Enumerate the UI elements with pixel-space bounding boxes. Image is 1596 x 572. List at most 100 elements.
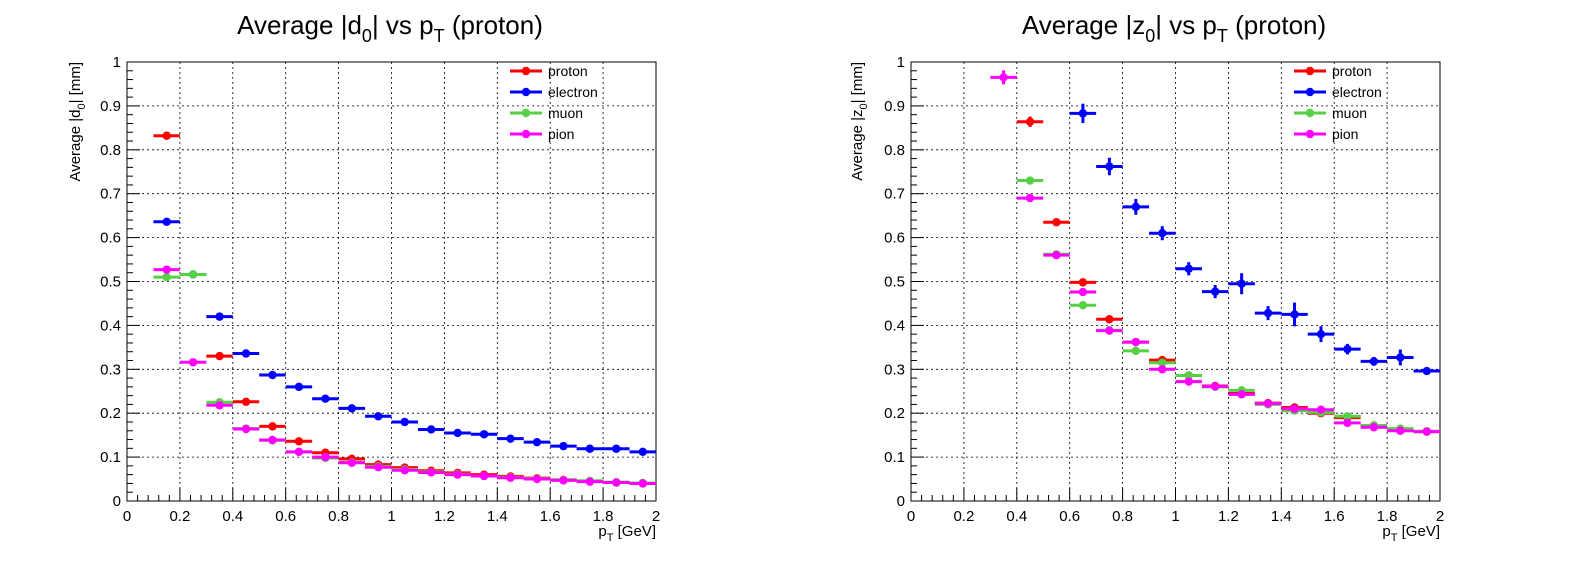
y-tick-label: 1: [897, 54, 905, 71]
x-tick-label: 1.4: [1271, 508, 1292, 525]
data-point: [638, 447, 647, 457]
x-tick-label: 1: [387, 508, 395, 525]
data-point: [1396, 426, 1405, 435]
x-tick-label: 1: [1171, 508, 1179, 525]
y-tick-label: 0.3: [884, 361, 905, 378]
data-point: [1052, 218, 1061, 227]
data-point: [1158, 365, 1167, 374]
data-point: [268, 435, 277, 445]
data-point: [1237, 279, 1246, 288]
legend-label-electron: electron: [1332, 84, 1382, 100]
x-tick-label: 0: [123, 508, 131, 525]
y-axis-label: Average |d0| [mm]: [67, 62, 88, 182]
data-point: [347, 404, 357, 413]
y-tick-label: 1: [113, 54, 121, 71]
y-tick-label: 0.5: [884, 274, 905, 291]
y-tick-label: 0.2: [100, 405, 121, 422]
data-point: [241, 397, 251, 406]
data-point: [1184, 377, 1193, 386]
plot-area: [910, 61, 1441, 502]
data-point: [1078, 301, 1088, 310]
legend-marker-pion: [521, 129, 531, 139]
legend-label-proton: proton: [1332, 63, 1372, 79]
data-point: [1025, 176, 1035, 185]
data-point: [215, 312, 224, 321]
data-point: [1343, 344, 1352, 354]
legend-marker-proton: [521, 66, 531, 76]
series-electron: [1069, 103, 1440, 376]
y-tick-label: 0.8: [884, 142, 905, 159]
x-tick-label: 0.4: [1006, 508, 1027, 525]
data-point: [453, 470, 462, 479]
data-point: [294, 447, 304, 457]
data-point: [506, 473, 515, 482]
series-pion: [990, 70, 1440, 436]
data-point: [1105, 326, 1114, 335]
data-point: [1343, 412, 1352, 421]
d0-chart-panel: Average |d0| vs pT (proton) Average |d0|…: [67, 10, 660, 544]
data-point: [1078, 278, 1088, 287]
data-point: [268, 370, 277, 380]
legend-marker-electron: [521, 87, 531, 97]
data-point: [241, 424, 251, 434]
x-tick-label: 1.6: [1324, 508, 1345, 525]
y-tick-label: 0.6: [100, 230, 121, 247]
data-point: [1078, 287, 1088, 297]
data-point: [188, 270, 198, 279]
y-tick-label: 0.8: [100, 142, 121, 159]
x-tick-label: 1.6: [540, 508, 561, 525]
x-tick-label: 1.4: [487, 508, 508, 525]
data-point: [1131, 337, 1141, 347]
legend-marker-pion: [1305, 129, 1315, 139]
x-tick-label: 0.8: [1112, 508, 1133, 525]
x-tick-label: 1.8: [1377, 508, 1398, 525]
data-point: [347, 458, 357, 468]
data-point: [585, 444, 595, 453]
data-point: [1184, 264, 1193, 273]
legend-marker-muon: [1305, 108, 1315, 118]
x-tick-label: 1.8: [593, 508, 614, 525]
data-point: [1316, 405, 1326, 414]
series-proton: [153, 131, 656, 488]
data-point: [1158, 229, 1167, 238]
y-tick-label: 0.1: [100, 449, 121, 466]
data-point: [506, 434, 515, 443]
data-point: [1052, 250, 1061, 260]
legend-label-pion: pion: [1332, 126, 1358, 142]
data-point: [453, 428, 462, 438]
data-point: [585, 477, 595, 486]
y-tick-label: 0.5: [100, 274, 121, 291]
legend-label-pion: pion: [548, 126, 574, 142]
y-tick-label: 0.9: [884, 98, 905, 115]
legend: proton electron muon pion: [510, 63, 598, 142]
series-muon: [153, 270, 656, 488]
data-point: [241, 349, 251, 358]
data-point: [612, 444, 621, 453]
z0-chart: Average |z0| vs pT (proton) Average |z0|…: [849, 10, 1444, 544]
legend-marker-proton: [1305, 66, 1315, 76]
y-tick-label: 0.4: [884, 317, 905, 334]
data-point: [1078, 109, 1088, 118]
data-point: [321, 452, 330, 462]
data-point: [1263, 399, 1273, 408]
data-point: [1316, 329, 1326, 339]
data-point: [1290, 310, 1299, 319]
legend-marker-electron: [1305, 87, 1315, 97]
data-point: [1396, 353, 1405, 362]
data-point: [559, 476, 568, 485]
x-tick-label: 2: [1436, 508, 1444, 525]
data-point: [294, 382, 304, 392]
x-tick-label: 0.6: [1059, 508, 1080, 525]
x-tick-label: 1.2: [434, 508, 455, 525]
data-point: [374, 462, 383, 472]
data-point: [532, 474, 542, 484]
data-point: [1025, 193, 1035, 203]
x-tick-label: 0.2: [169, 508, 190, 525]
data-point: [638, 479, 647, 488]
data-point: [294, 437, 304, 446]
plot-area: [126, 61, 657, 502]
data-point: [268, 422, 277, 431]
series-electron: [153, 217, 656, 457]
x-axis-label: pT [GeV]: [1382, 523, 1440, 544]
data-point: [188, 358, 198, 367]
